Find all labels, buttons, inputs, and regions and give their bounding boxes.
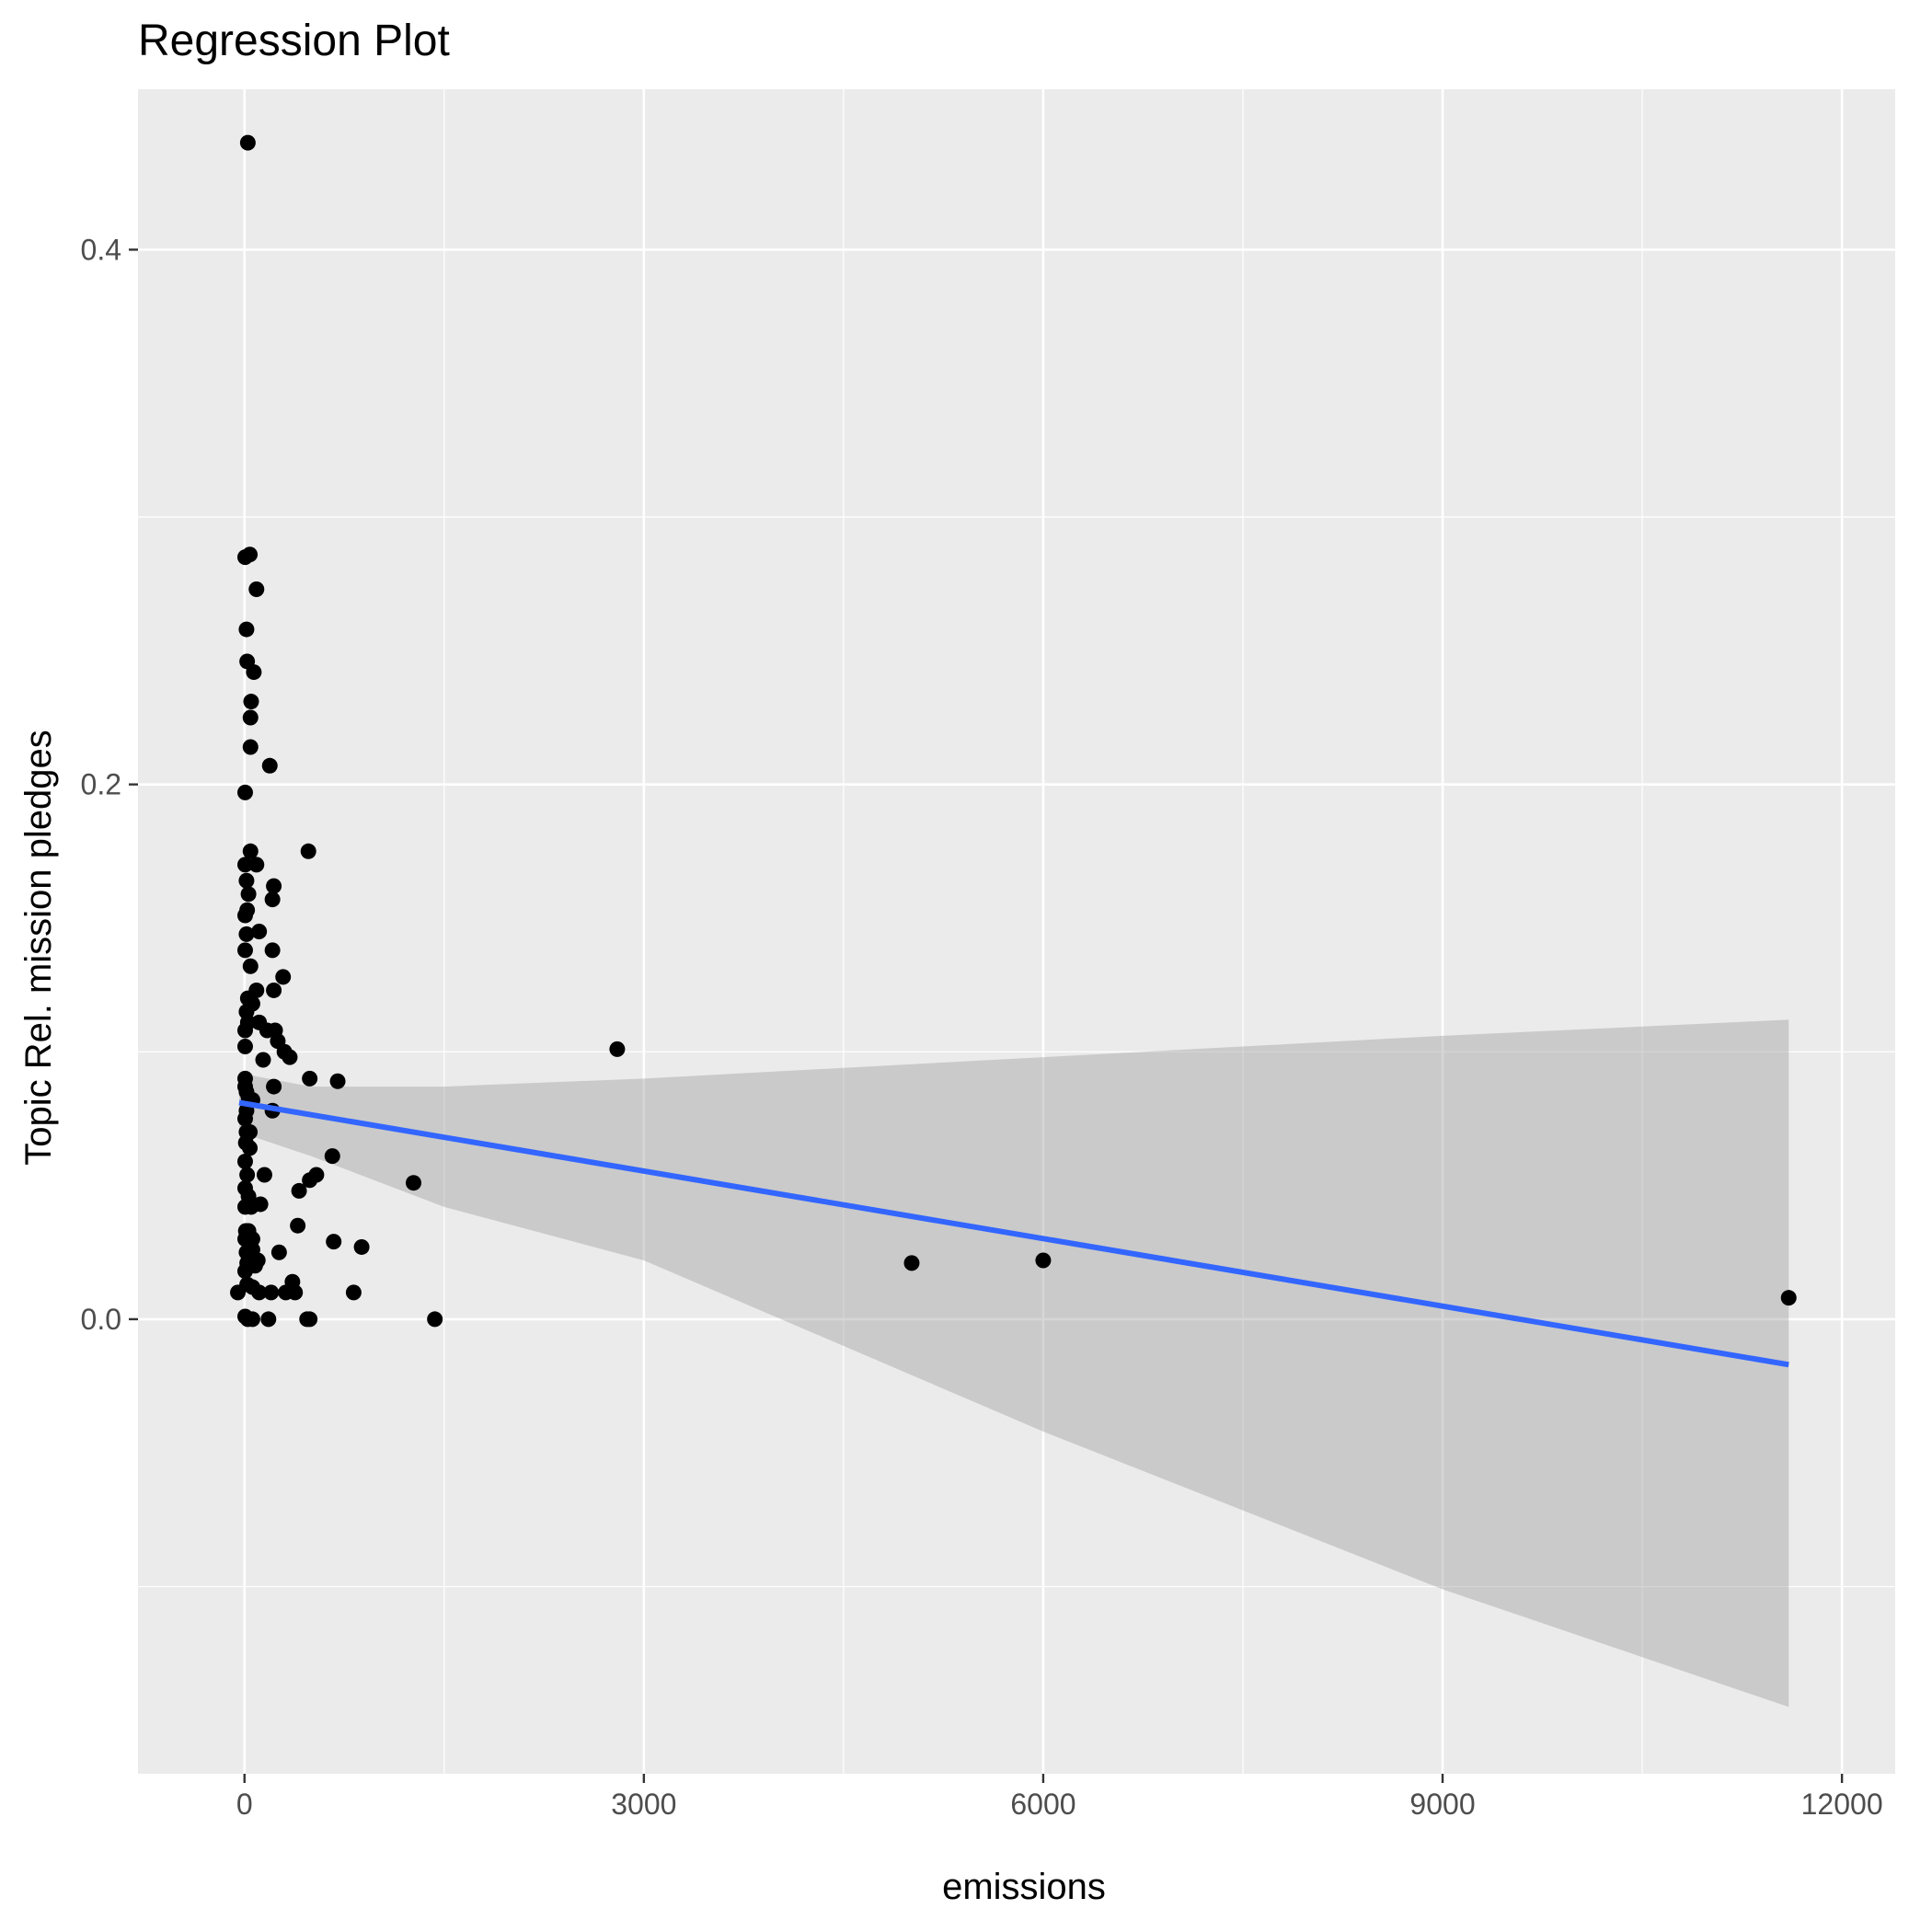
data-point — [266, 982, 282, 998]
data-point — [244, 1311, 260, 1328]
data-point — [242, 843, 259, 859]
data-point — [302, 1070, 318, 1087]
major-gridlines — [138, 89, 1895, 1774]
data-point — [238, 926, 255, 942]
data-point — [244, 1231, 260, 1248]
data-point — [246, 664, 262, 681]
x-tick-label: 9000 — [1409, 1788, 1475, 1821]
data-point — [248, 857, 265, 873]
data-point — [264, 891, 281, 908]
y-tick-label: 0.4 — [81, 233, 121, 266]
data-point — [255, 1052, 271, 1068]
data-point — [261, 757, 278, 774]
data-point — [242, 739, 259, 755]
data-point — [275, 969, 292, 985]
data-point — [329, 1073, 346, 1089]
data-point — [287, 1284, 304, 1301]
data-point — [238, 872, 255, 889]
data-point — [291, 1182, 307, 1199]
data-point — [1780, 1290, 1797, 1306]
data-point — [290, 1217, 306, 1234]
data-point — [240, 886, 257, 903]
data-point — [260, 1311, 277, 1328]
data-point — [236, 857, 253, 873]
data-point — [236, 1153, 253, 1169]
data-point — [243, 1199, 259, 1215]
data-point — [266, 1078, 282, 1095]
data-point — [302, 1172, 318, 1189]
data-point — [427, 1311, 443, 1328]
x-tick-label: 3000 — [611, 1788, 676, 1821]
data-point — [236, 907, 253, 924]
y-axis: 0.0 0.2 0.4 — [81, 233, 138, 1336]
data-point — [248, 581, 265, 597]
data-point — [345, 1284, 362, 1301]
data-point — [236, 1022, 253, 1039]
data-point — [242, 958, 259, 974]
data-point — [282, 1049, 298, 1065]
data-point — [243, 694, 259, 710]
data-point — [326, 1234, 342, 1250]
x-tick-label: 6000 — [1010, 1788, 1075, 1821]
x-axis: 0 3000 6000 9000 12000 — [236, 1774, 1883, 1821]
minor-gridlines — [138, 89, 1895, 1774]
data-point — [324, 1148, 340, 1165]
y-tick-label: 0.0 — [81, 1303, 121, 1336]
data-point — [242, 709, 259, 726]
data-point — [239, 134, 256, 151]
x-tick-label: 0 — [236, 1788, 253, 1821]
data-point — [251, 924, 268, 939]
data-point — [256, 1167, 272, 1183]
data-point — [270, 1244, 287, 1260]
confidence-band — [238, 1019, 1789, 1708]
data-point — [264, 942, 281, 959]
data-point — [300, 843, 316, 859]
data-point — [236, 784, 253, 800]
x-tick-label: 12000 — [1801, 1788, 1883, 1821]
plot-panel — [138, 89, 1895, 1774]
data-point — [266, 878, 282, 894]
data-points — [230, 134, 1797, 1328]
data-point — [353, 1238, 370, 1255]
y-tick-label: 0.2 — [81, 768, 121, 801]
data-point — [238, 621, 255, 638]
data-point — [609, 1041, 626, 1057]
chart-title: Regression Plot — [138, 17, 450, 65]
data-point — [239, 1167, 256, 1183]
data-point — [242, 1140, 259, 1156]
data-point — [251, 1284, 268, 1301]
data-point — [236, 942, 253, 959]
data-point — [242, 546, 259, 563]
data-point — [406, 1175, 422, 1191]
data-point — [236, 1038, 253, 1054]
data-point — [236, 1110, 253, 1127]
data-point — [1035, 1252, 1052, 1269]
regression-line — [238, 1099, 1789, 1368]
data-point — [263, 1284, 280, 1301]
y-axis-title: Topic Rel. mission pledges — [18, 730, 59, 1166]
data-point — [247, 1258, 263, 1274]
data-point — [903, 1255, 920, 1271]
data-point — [302, 1311, 318, 1328]
x-axis-title: emissions — [942, 1867, 1106, 1907]
